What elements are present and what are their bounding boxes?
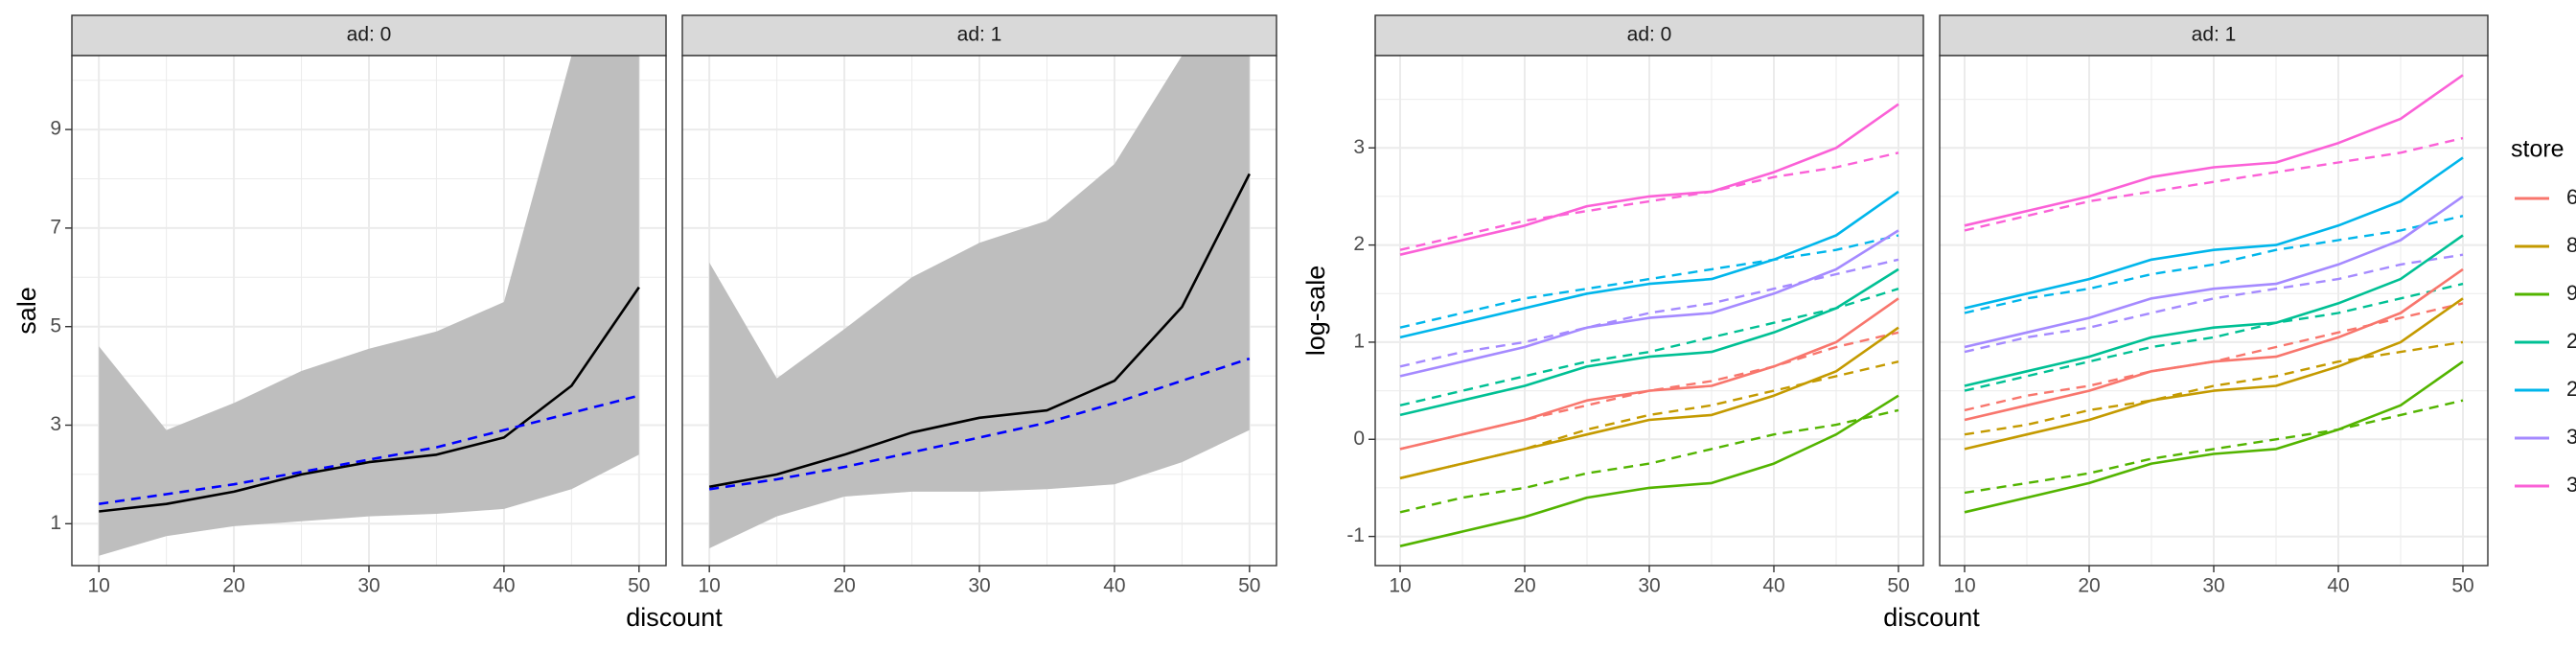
panel-data: [708, 56, 1251, 548]
panel-data: [1399, 103, 1899, 547]
legend-label: 206: [2566, 329, 2576, 353]
panel-data: [99, 56, 640, 556]
panel-grid: [1375, 56, 1923, 566]
legend-label: 84: [2566, 233, 2576, 257]
legend-label: 256: [2566, 377, 2576, 401]
facet-strip: [71, 14, 667, 57]
store-smooth-line: [1964, 156, 2464, 310]
y-tick-label: 3: [1353, 136, 1365, 158]
x-tick-label: 40: [2327, 575, 2349, 597]
x-tick-label: 30: [2202, 575, 2224, 597]
store-linear-line: [1964, 302, 2464, 412]
y-axis-title: sale: [12, 287, 41, 335]
x-tick-label: 30: [1638, 575, 1660, 597]
store-smooth-line: [1399, 326, 1899, 480]
x-tick-label: 10: [88, 575, 110, 597]
facet-strip: [681, 14, 1277, 57]
y-tick-label: 9: [50, 118, 61, 140]
x-tick-label: 20: [2078, 575, 2100, 597]
x-tick-label: 30: [968, 575, 990, 597]
x-tick-label: 50: [2451, 575, 2473, 597]
facet-strip: [1939, 14, 2489, 57]
store-linear-line: [1964, 136, 2464, 232]
confidence-ribbon: [709, 56, 1250, 548]
smooth-fit-line: [708, 173, 1251, 489]
y-axis-title: log-sale: [1301, 266, 1330, 357]
store-smooth-line: [1399, 103, 1899, 256]
panel-grid: [1940, 56, 2488, 566]
store-smooth-line: [1399, 394, 1899, 547]
store-linear-line: [1964, 215, 2464, 314]
y-tick-label: -1: [1346, 524, 1365, 546]
store-linear-line: [1399, 408, 1899, 514]
x-tick-label: 50: [1238, 575, 1260, 597]
store-linear-line: [1964, 253, 2464, 354]
x-tick-label: 10: [1389, 575, 1411, 597]
y-tick-label: 3: [50, 413, 61, 435]
y-tick-label: 1: [1353, 330, 1365, 352]
store-linear-line: [1399, 234, 1899, 329]
store-linear-line: [1964, 282, 2464, 392]
facet-strip-label: ad: 0: [347, 24, 392, 46]
store-smooth-line: [1399, 297, 1899, 451]
panel-data: [1964, 74, 2464, 514]
store-linear-line: [1399, 288, 1899, 406]
x-tick-label: 20: [833, 575, 855, 597]
store-smooth-line: [1964, 74, 2464, 227]
store-linear-line: [1399, 151, 1899, 251]
legend-label: 357: [2566, 473, 2576, 497]
y-tick-label: 1: [50, 512, 61, 534]
store-smooth-line: [1964, 360, 2464, 514]
store-smooth-line: [1399, 267, 1899, 417]
linear-fit-line: [99, 394, 640, 505]
x-tick-label: 40: [493, 575, 515, 597]
x-tick-label: 40: [1103, 575, 1125, 597]
store-smooth-line: [1964, 234, 2464, 387]
store-linear-line: [1399, 258, 1899, 368]
y-tick-label: 7: [50, 216, 61, 238]
store-smooth-line: [1399, 190, 1899, 339]
legend-label: 91: [2566, 281, 2576, 305]
y-tick-label: 2: [1353, 233, 1365, 255]
x-tick-label: 40: [1762, 575, 1784, 597]
x-tick-label: 10: [699, 575, 721, 597]
x-tick-label: 50: [628, 575, 650, 597]
store-smooth-line: [1399, 229, 1899, 378]
legend-label: 66: [2566, 185, 2576, 209]
facet-strip-label: ad: 1: [957, 24, 1002, 46]
facet-strip-label: ad: 1: [2192, 24, 2237, 46]
legend-title: store: [2511, 136, 2564, 163]
x-axis-title: discount: [1883, 603, 1980, 632]
smooth-fit-line: [99, 286, 640, 513]
x-tick-label: 10: [1953, 575, 1975, 597]
store-smooth-line: [1964, 195, 2464, 349]
store-smooth-line: [1964, 267, 2464, 422]
x-tick-label: 20: [1513, 575, 1535, 597]
facet-strip-label: ad: 0: [1627, 24, 1672, 46]
x-axis-title: discount: [626, 603, 723, 632]
y-tick-label: 0: [1353, 428, 1365, 450]
y-tick-label: 5: [50, 314, 61, 336]
store-linear-line: [1964, 399, 2464, 495]
legend-label: 342: [2566, 425, 2576, 449]
store-linear-line: [1964, 340, 2464, 436]
store-smooth-line: [1964, 297, 2464, 451]
x-tick-label: 20: [222, 575, 244, 597]
facet-strip: [1374, 14, 1924, 57]
x-tick-label: 50: [1887, 575, 1909, 597]
linear-fit-line: [709, 357, 1251, 491]
x-tick-label: 30: [357, 575, 380, 597]
